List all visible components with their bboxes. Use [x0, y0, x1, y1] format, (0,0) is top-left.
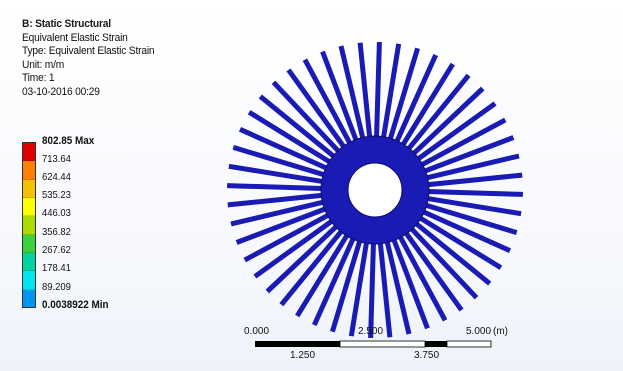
fin — [368, 234, 377, 338]
fin — [312, 229, 359, 327]
legend-band-5 — [23, 216, 35, 235]
legend-label: 178.41 — [42, 262, 71, 274]
legend-band-4 — [23, 197, 35, 217]
legend-max-label: 802.85 Max — [42, 135, 95, 147]
fin — [235, 203, 334, 245]
fin — [416, 135, 515, 177]
fin — [271, 80, 346, 159]
fin — [410, 101, 497, 166]
fin — [320, 50, 362, 149]
scale-segment-2 — [339, 340, 426, 348]
fin — [373, 42, 382, 146]
fin — [330, 232, 365, 333]
fin — [419, 188, 523, 197]
fin — [382, 233, 412, 335]
result-unit: Unit: m/m — [22, 58, 65, 71]
fin — [302, 58, 356, 152]
result-info-panel: B: Static Structural Equivalent Elastic … — [22, 18, 155, 99]
scale-label-1250: 1.250 — [290, 350, 315, 361]
legend-band-8 — [23, 271, 35, 290]
result-type: Type: Equivalent Elastic Strain — [22, 45, 155, 57]
fin — [411, 211, 503, 270]
fin — [399, 225, 464, 312]
legend-label: 713.64 — [42, 153, 71, 165]
fin — [338, 45, 368, 147]
fin — [253, 214, 340, 279]
result-time: Time: 1 — [22, 72, 55, 84]
fins-group — [227, 42, 523, 338]
fin — [408, 216, 492, 286]
legend-band-9 — [23, 289, 35, 307]
scale-label-2500: 2.500 — [358, 326, 383, 337]
legend-band-2 — [23, 161, 35, 180]
scale-unit: (m) — [493, 326, 508, 337]
fin — [228, 163, 332, 186]
fin — [406, 86, 485, 161]
legend-label: 267.62 — [42, 244, 71, 256]
hub — [320, 135, 430, 245]
fin — [247, 110, 339, 169]
fin — [357, 42, 373, 146]
hub-bore-hole — [347, 162, 403, 218]
legend-band-3 — [23, 179, 35, 198]
fin — [418, 153, 520, 183]
fin — [232, 145, 333, 180]
fin — [227, 192, 331, 208]
fin — [227, 183, 331, 192]
fin — [286, 68, 351, 155]
scale-segment-4 — [446, 340, 492, 348]
scale-bar: 0.000 2.500 5.000 (m) 1.250 3.750 — [244, 326, 508, 361]
fin — [391, 53, 438, 151]
fin — [417, 200, 518, 235]
fin — [258, 94, 342, 164]
fin — [419, 172, 523, 188]
fin — [238, 127, 336, 174]
fin — [348, 233, 371, 337]
fin — [243, 209, 337, 263]
fin — [265, 219, 344, 294]
contour-legend[interactable]: 802.85 Max 713.64 624.44 535.23 446.03 3… — [22, 135, 162, 315]
result-name: Equivalent Elastic Strain — [22, 31, 128, 44]
fin — [401, 73, 471, 157]
scale-label-3750: 3.750 — [414, 350, 439, 361]
legend-label: 624.44 — [42, 171, 71, 183]
analysis-title: B: Static Structural — [22, 18, 111, 30]
fin — [379, 43, 402, 147]
legend-band-7 — [23, 252, 35, 272]
fin — [377, 234, 393, 338]
scale-label-0: 0.000 — [244, 326, 269, 337]
fin — [385, 47, 420, 148]
fin — [404, 221, 479, 300]
scale-segment-3 — [425, 341, 447, 347]
fin — [413, 117, 507, 171]
fin — [394, 228, 448, 322]
legend-label: 356.82 — [42, 226, 71, 238]
fin — [388, 231, 430, 330]
result-date: 03-10-2016 00:29 — [22, 85, 100, 98]
scale-segment-1 — [255, 341, 340, 347]
scale-label-5000: 5.000 — [466, 326, 491, 337]
legend-band-1 — [23, 143, 35, 162]
legend-min-label: 0.0038922 Min — [42, 299, 109, 311]
fin — [418, 194, 522, 217]
fin — [279, 223, 349, 307]
legend-label: 89.209 — [42, 281, 71, 293]
legend-band-6 — [23, 234, 35, 253]
fin — [414, 206, 512, 253]
legend-label: 535.23 — [42, 189, 71, 201]
fin — [396, 62, 455, 154]
legend-color-bar — [22, 142, 36, 308]
legend-label: 446.03 — [42, 207, 71, 219]
fin — [295, 226, 354, 318]
fin — [230, 197, 332, 227]
